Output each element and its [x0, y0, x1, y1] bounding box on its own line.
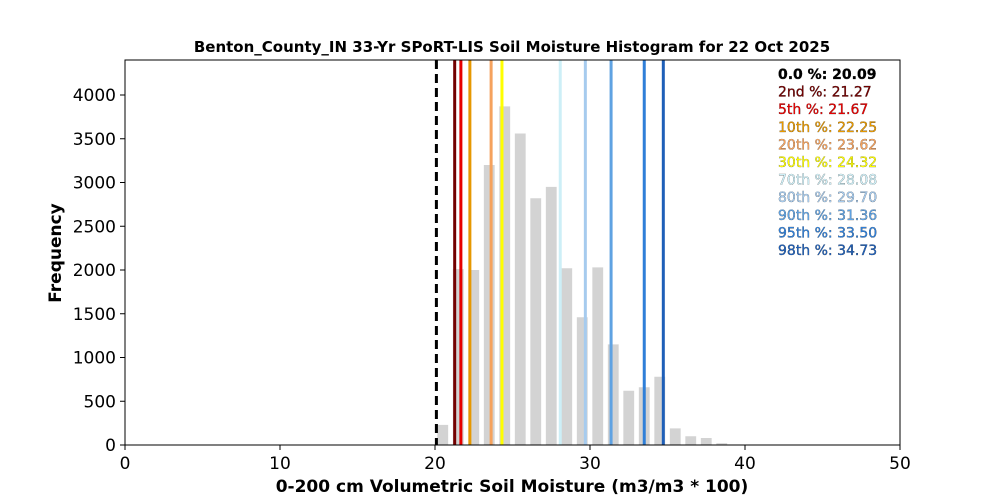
x-tick-label: 20 [424, 454, 446, 474]
legend-entry: 0.0 %: 20.09 [778, 67, 876, 83]
legend-entry: 70th %: 28.08 [778, 173, 877, 189]
legend-entry: 95th %: 33.50 [778, 225, 877, 241]
histogram-bar [499, 106, 511, 445]
x-tick-label: 40 [734, 454, 756, 474]
histogram-bar [592, 267, 604, 445]
y-axis-label: Frequency [46, 203, 66, 303]
y-tick-label: 3000 [73, 174, 116, 194]
y-tick-label: 2500 [73, 217, 116, 237]
chart-title: Benton_County_IN 33-Yr SPoRT-LIS Soil Mo… [194, 38, 830, 56]
plot-frame [124, 59, 901, 446]
y-tick-label: 4000 [73, 86, 116, 106]
legend-entry: 90th %: 31.36 [778, 208, 877, 224]
legend-entry: 2nd %: 21.27 [778, 85, 872, 101]
histogram-bar [561, 268, 573, 445]
y-tick-label: 1500 [73, 305, 116, 325]
y-tick-label: 1000 [73, 349, 116, 369]
x-axis-label: 0-200 cm Volumetric Soil Moisture (m3/m3… [276, 477, 749, 497]
x-tick-label: 30 [579, 454, 601, 474]
histogram-bar [654, 376, 666, 445]
histogram-bar [483, 165, 495, 445]
y-tick-label: 500 [84, 392, 116, 412]
y-tick-label: 3500 [73, 130, 116, 150]
histogram-bar [623, 390, 635, 445]
legend-entry: 20th %: 23.62 [778, 137, 877, 153]
histogram-bar [437, 424, 449, 445]
legend-entry: 80th %: 29.70 [778, 190, 877, 206]
y-tick-label: 2000 [73, 261, 116, 281]
percentile-lines-layer [434, 60, 665, 445]
bars-layer [437, 106, 728, 445]
legend-entry: 30th %: 24.32 [778, 155, 877, 171]
legend-entry: 10th %: 22.25 [778, 120, 877, 136]
histogram-bar [468, 270, 480, 445]
histogram-bar [685, 436, 697, 445]
x-axis-ticks: 0 10 20 30 40 50 [120, 445, 911, 474]
histogram-bar [514, 133, 526, 445]
histogram-bar [716, 443, 728, 445]
histogram-bar [607, 344, 619, 445]
x-tick-label: 50 [889, 454, 911, 474]
x-tick-label: 0 [120, 454, 131, 474]
histogram-bar [545, 186, 557, 445]
legend-entry: 98th %: 34.73 [778, 243, 877, 259]
histogram-bar [576, 317, 588, 445]
histogram-bar [530, 198, 542, 445]
histogram-bar [700, 438, 712, 445]
y-tick-label: 0 [105, 436, 116, 456]
histogram-bar [669, 428, 681, 445]
histogram-bar [452, 269, 464, 445]
legend-entry: 5th %: 21.67 [778, 102, 868, 118]
x-tick-label: 10 [269, 454, 291, 474]
y-axis-ticks: 0 500 1000 1500 2000 2500 3000 3500 4000 [73, 86, 125, 456]
